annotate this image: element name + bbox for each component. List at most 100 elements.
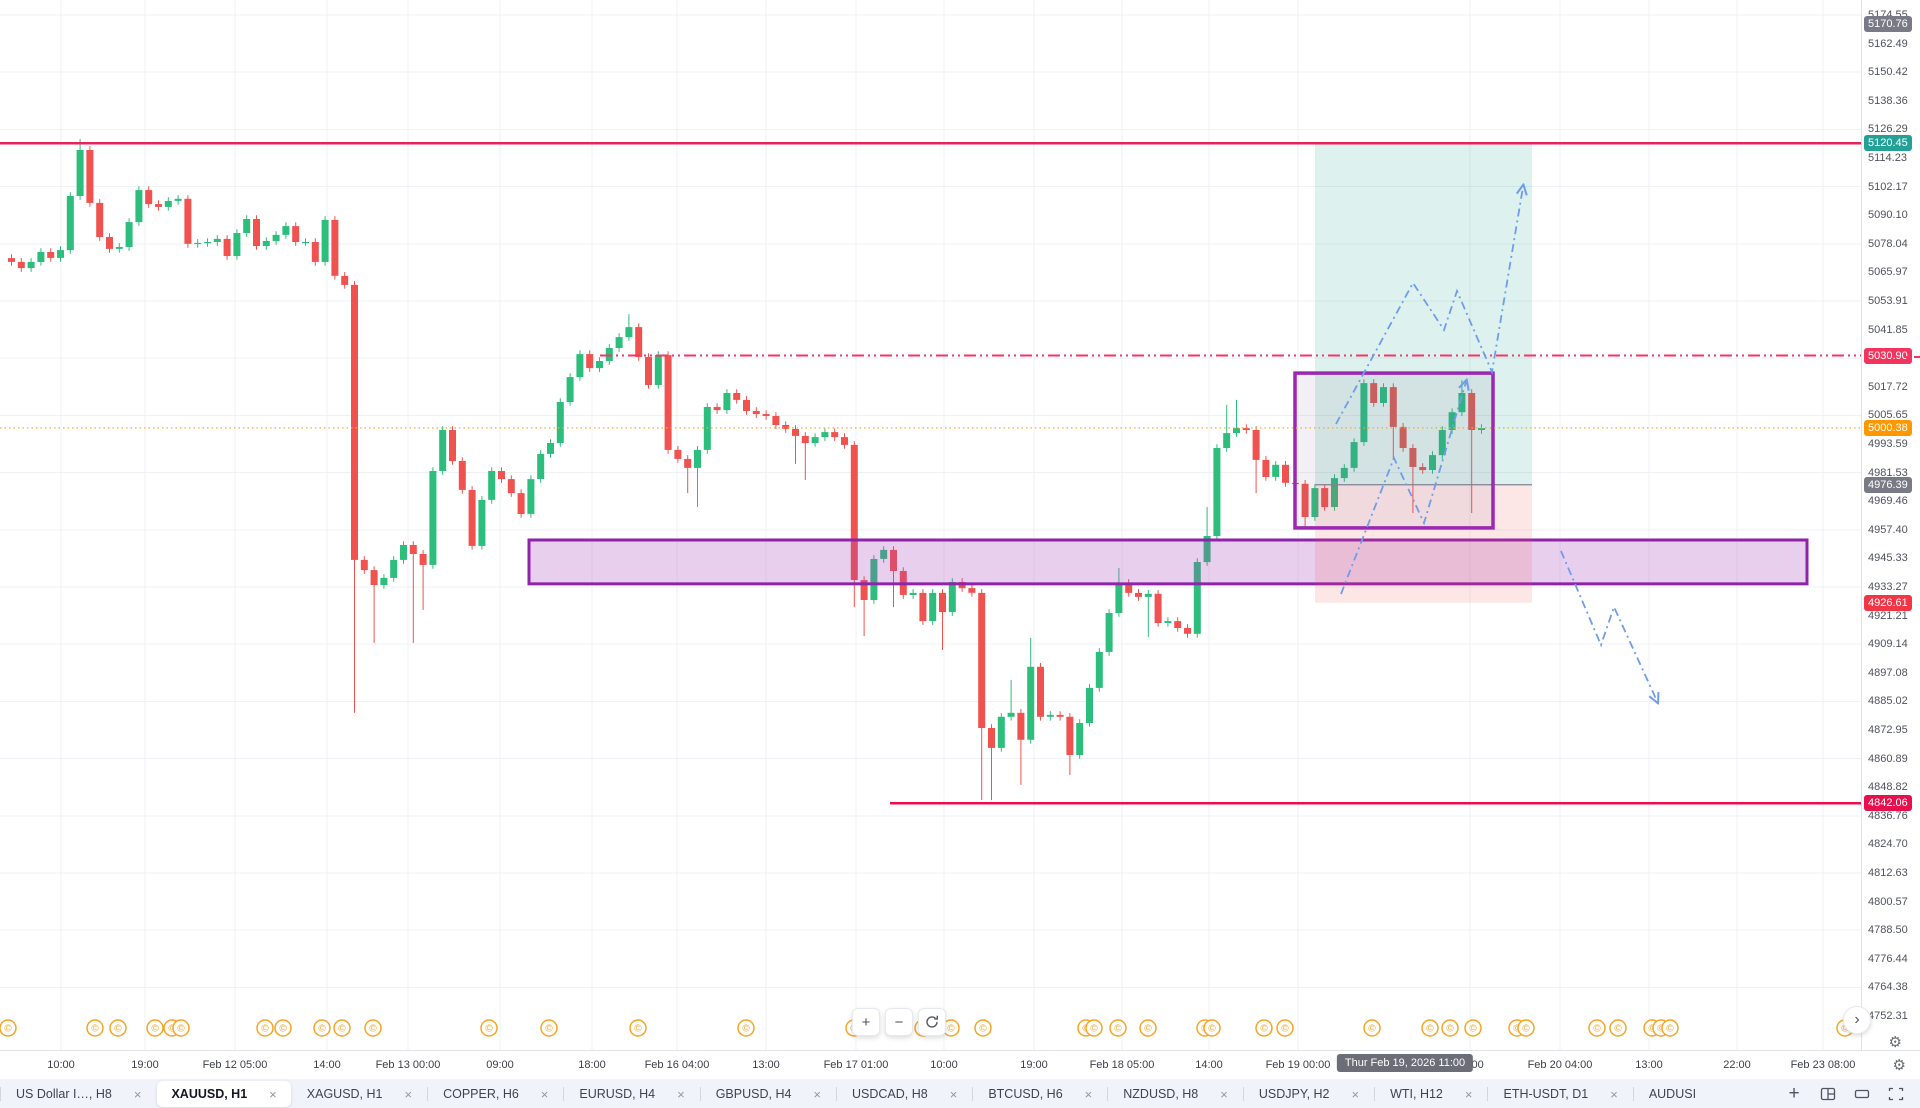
event-marker-icon[interactable]: © bbox=[942, 1019, 960, 1037]
candle[interactable] bbox=[1242, 428, 1250, 430]
candle[interactable] bbox=[8, 258, 15, 262]
event-marker-icon[interactable]: © bbox=[1421, 1019, 1439, 1037]
candle[interactable] bbox=[498, 471, 505, 480]
tab-close-icon[interactable]: × bbox=[1351, 1086, 1360, 1102]
candle[interactable] bbox=[478, 499, 486, 546]
symbol-tab-btcusd[interactable]: BTCUSD, H6 × bbox=[974, 1081, 1106, 1107]
candle[interactable] bbox=[1184, 627, 1191, 634]
candle[interactable] bbox=[507, 479, 515, 494]
candle[interactable] bbox=[850, 444, 858, 580]
candle[interactable] bbox=[155, 204, 162, 207]
candle[interactable] bbox=[341, 275, 349, 285]
symbol-tab-audusi[interactable]: AUDUSI bbox=[1635, 1081, 1710, 1107]
candle[interactable] bbox=[125, 222, 133, 247]
candle[interactable] bbox=[1350, 442, 1358, 468]
candle[interactable] bbox=[1125, 582, 1133, 593]
candle[interactable] bbox=[821, 432, 829, 438]
event-marker-icon[interactable]: © bbox=[1363, 1019, 1381, 1037]
candle[interactable] bbox=[713, 407, 721, 411]
candle[interactable] bbox=[547, 443, 554, 454]
candle[interactable] bbox=[1174, 621, 1182, 628]
candle[interactable] bbox=[654, 355, 662, 385]
symbol-tab-copper[interactable]: COPPER, H6 × bbox=[429, 1081, 562, 1107]
candle[interactable] bbox=[1282, 464, 1289, 483]
symbol-tab-eth-usdt[interactable]: ETH-USDT, D1 × bbox=[1489, 1081, 1631, 1107]
candle[interactable] bbox=[86, 150, 94, 203]
symbol-tab-wti[interactable]: WTI, H12 × bbox=[1376, 1081, 1486, 1107]
projection-arrow[interactable] bbox=[1340, 382, 1466, 595]
candle[interactable] bbox=[47, 252, 55, 258]
event-marker-icon[interactable]: © bbox=[1276, 1019, 1294, 1037]
candle[interactable] bbox=[596, 361, 603, 369]
tab-close-icon[interactable]: × bbox=[1610, 1086, 1618, 1102]
candle[interactable] bbox=[1213, 448, 1221, 536]
scroll-right-button[interactable]: › bbox=[1843, 1006, 1871, 1034]
event-marker-icon[interactable]: © bbox=[1464, 1019, 1482, 1037]
candle[interactable] bbox=[762, 414, 770, 416]
event-marker-icon[interactable]: © bbox=[1661, 1019, 1679, 1037]
candle[interactable] bbox=[1154, 593, 1162, 623]
candle[interactable] bbox=[1164, 621, 1172, 623]
candle[interactable] bbox=[978, 592, 986, 728]
event-marker-icon[interactable]: © bbox=[480, 1019, 498, 1037]
tab-close-icon[interactable]: × bbox=[1084, 1086, 1093, 1102]
candle[interactable] bbox=[272, 234, 280, 242]
candle[interactable] bbox=[948, 582, 956, 613]
candle[interactable] bbox=[1478, 428, 1485, 430]
tab-close-icon[interactable]: × bbox=[404, 1086, 413, 1102]
candle[interactable] bbox=[733, 393, 741, 400]
event-marker-icon[interactable]: © bbox=[974, 1019, 992, 1037]
candle[interactable] bbox=[1399, 426, 1407, 448]
event-marker-icon[interactable]: © bbox=[364, 1019, 382, 1037]
candle[interactable] bbox=[1144, 593, 1152, 597]
candle[interactable] bbox=[488, 471, 496, 500]
event-marker-icon[interactable]: © bbox=[172, 1019, 190, 1037]
candle[interactable] bbox=[370, 570, 378, 585]
event-marker-icon[interactable]: © bbox=[1255, 1019, 1273, 1037]
event-marker-icon[interactable]: © bbox=[629, 1019, 647, 1037]
reset-chart-button[interactable] bbox=[918, 1008, 946, 1036]
candle[interactable] bbox=[782, 425, 790, 429]
candle[interactable] bbox=[1066, 716, 1074, 755]
candle[interactable] bbox=[1233, 428, 1240, 434]
candle[interactable] bbox=[801, 435, 809, 443]
candle[interactable] bbox=[1056, 714, 1064, 717]
candle[interactable] bbox=[115, 247, 123, 249]
candle[interactable] bbox=[772, 416, 780, 425]
layout-grid-icon[interactable] bbox=[1816, 1082, 1840, 1106]
tab-close-icon[interactable]: × bbox=[1220, 1086, 1228, 1102]
candle[interactable] bbox=[792, 429, 799, 436]
candle[interactable] bbox=[292, 226, 300, 242]
candle[interactable] bbox=[243, 219, 251, 233]
candle[interactable] bbox=[449, 430, 456, 462]
candle[interactable] bbox=[360, 559, 368, 571]
candle[interactable] bbox=[1419, 467, 1427, 471]
tab-close-icon[interactable]: × bbox=[677, 1086, 685, 1102]
candle[interactable] bbox=[76, 150, 84, 196]
price-axis-gear-icon[interactable]: ⚙ bbox=[1888, 1034, 1902, 1051]
candle[interactable] bbox=[1252, 430, 1260, 460]
candle[interactable] bbox=[811, 437, 819, 443]
candle[interactable] bbox=[17, 261, 25, 269]
time-axis[interactable]: Thur Feb 19, 2026 11:00 ⚙ 10:00 19:00 Feb … bbox=[0, 1050, 1920, 1079]
tab-close-icon[interactable]: × bbox=[540, 1086, 549, 1102]
symbol-tab-usdcad[interactable]: USDCAD, H8 × bbox=[838, 1081, 971, 1107]
candle[interactable] bbox=[1076, 723, 1084, 755]
chart-area[interactable]: ©©©©©©©©©©©©©©©©©©©©©©©©©©©©©©©©©©©©©©© … bbox=[0, 0, 1920, 1051]
purple-box-rectangle[interactable] bbox=[1293, 371, 1495, 530]
candle[interactable] bbox=[145, 190, 153, 205]
symbol-tab-xagusd[interactable]: XAGUSD, H1 × bbox=[293, 1081, 426, 1107]
tab-close-icon[interactable]: × bbox=[949, 1086, 958, 1102]
candle[interactable] bbox=[605, 348, 613, 361]
time-axis-gear-icon[interactable]: ⚙ bbox=[1892, 1057, 1906, 1074]
candle[interactable] bbox=[527, 479, 535, 514]
candle[interactable] bbox=[253, 219, 260, 246]
symbol-tab-us-dollar-i-[interactable]: US Dollar I…, H8 × bbox=[2, 1081, 155, 1107]
symbol-tab-gbpusd[interactable]: GBPUSD, H4 × bbox=[702, 1081, 835, 1107]
candle[interactable] bbox=[919, 592, 927, 622]
candle[interactable] bbox=[684, 458, 692, 468]
fullscreen-icon[interactable] bbox=[1884, 1082, 1908, 1106]
candle[interactable] bbox=[66, 196, 74, 251]
candle[interactable] bbox=[262, 241, 270, 246]
candle[interactable] bbox=[1301, 483, 1309, 517]
